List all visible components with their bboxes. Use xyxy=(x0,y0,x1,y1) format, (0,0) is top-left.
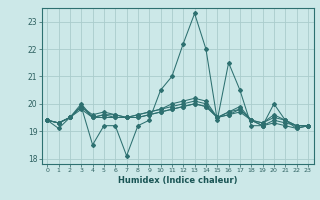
X-axis label: Humidex (Indice chaleur): Humidex (Indice chaleur) xyxy=(118,176,237,185)
